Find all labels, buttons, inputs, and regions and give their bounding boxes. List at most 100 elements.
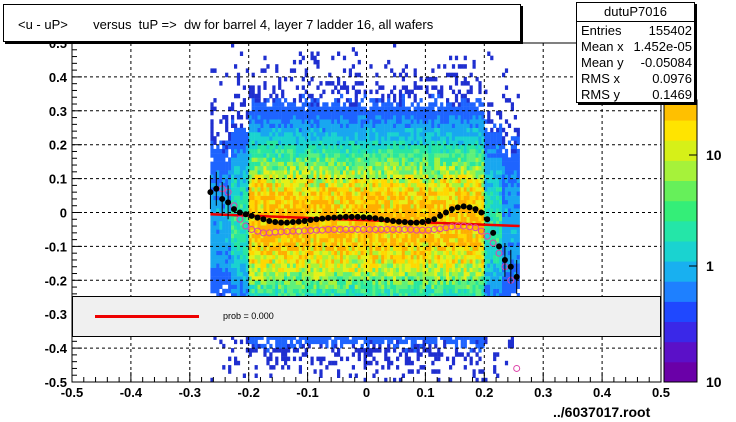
heatmap-cell xyxy=(287,212,291,217)
heatmap-cell xyxy=(234,140,238,145)
heatmap-cell xyxy=(319,165,323,171)
heatmap-cell xyxy=(345,89,350,95)
heatmap-cell xyxy=(301,148,305,154)
heatmap-cell xyxy=(260,68,264,73)
heatmap-cell xyxy=(416,276,420,281)
heatmap-cell xyxy=(396,276,400,281)
heatmap-cell xyxy=(266,276,270,281)
heatmap-cell xyxy=(248,165,252,171)
heatmap-cell xyxy=(236,284,241,289)
heatmap-cell xyxy=(393,237,397,243)
heatmap-cell xyxy=(416,195,420,201)
heatmap-cell xyxy=(287,157,291,162)
heatmap-cell xyxy=(301,212,305,217)
heatmap-cell xyxy=(454,348,459,353)
heatmap-cell xyxy=(387,360,391,366)
heatmap-cell xyxy=(213,204,217,209)
heatmap-cell xyxy=(210,140,214,145)
heatmap-cell xyxy=(437,208,441,213)
heatmap-cell xyxy=(437,276,441,281)
heatmap-cell xyxy=(342,335,347,340)
heatmap-cell xyxy=(351,157,355,162)
heatmap-cell xyxy=(363,178,367,184)
heatmap-cell xyxy=(234,216,238,222)
heatmap-cell xyxy=(269,293,273,298)
heatmap-cell xyxy=(398,280,403,285)
heatmap-cell xyxy=(440,187,444,192)
heatmap-cell xyxy=(398,123,403,128)
heatmap-cell xyxy=(437,174,441,179)
heatmap-cell xyxy=(357,144,361,150)
heatmap-cell xyxy=(416,335,420,340)
heatmap-cell xyxy=(319,356,323,362)
heatmap-cell xyxy=(334,343,338,349)
heatmap-cell xyxy=(348,208,352,213)
heatmap-cell xyxy=(396,225,400,230)
heatmap-cell xyxy=(369,119,373,124)
heatmap-cell xyxy=(275,157,279,162)
heatmap-cell xyxy=(254,229,258,234)
heatmap-cell xyxy=(316,271,320,277)
heatmap-cell xyxy=(443,216,447,222)
heatmap-cell xyxy=(401,259,405,264)
heatmap-cell xyxy=(272,153,276,158)
heatmap-cell xyxy=(319,212,323,217)
heatmap-cell xyxy=(384,102,388,107)
heatmap-cell xyxy=(419,199,423,205)
heatmap-cell xyxy=(454,127,459,133)
heatmap-cell xyxy=(248,199,252,205)
heatmap-cell xyxy=(219,259,223,264)
heatmap-cell xyxy=(340,199,344,205)
heatmap-cell xyxy=(319,144,323,150)
heatmap-cell xyxy=(401,148,405,154)
heatmap-cell xyxy=(225,72,229,78)
heatmap-cell xyxy=(398,233,403,239)
heatmap-cell xyxy=(348,68,352,73)
heatmap-cell xyxy=(398,276,403,281)
heatmap-cell xyxy=(443,339,447,345)
heatmap-cell xyxy=(437,195,441,201)
heatmap-cell xyxy=(334,254,338,260)
heatmap-cell xyxy=(345,356,350,362)
heatmap-cell xyxy=(342,170,347,175)
heatmap-cell xyxy=(387,132,391,137)
heatmap-cell xyxy=(396,153,400,158)
heatmap-cell xyxy=(295,339,299,345)
heatmap-cell xyxy=(366,276,370,281)
heatmap-cell xyxy=(287,276,291,281)
heatmap-cell xyxy=(325,335,329,340)
heatmap-cell xyxy=(340,254,344,260)
heatmap-cell xyxy=(419,98,423,103)
heatmap-cell xyxy=(404,127,408,133)
heatmap-cell xyxy=(266,195,270,201)
heatmap-cell xyxy=(304,170,308,175)
heatmap-cell xyxy=(328,119,332,124)
heatmap-cell xyxy=(446,115,450,120)
heatmap-cell xyxy=(281,178,285,184)
heatmap-cell xyxy=(422,242,426,247)
heatmap-cell xyxy=(378,187,382,192)
heatmap-cell xyxy=(396,259,400,264)
heatmap-cell xyxy=(251,343,255,349)
heatmap-cell xyxy=(416,191,420,196)
heatmap-cell xyxy=(387,127,391,133)
heatmap-cell xyxy=(434,140,438,145)
heatmap-cell xyxy=(313,276,317,281)
heatmap-cell xyxy=(239,288,244,294)
heatmap-cell xyxy=(425,259,429,264)
heatmap-cell xyxy=(390,335,394,340)
heatmap-cell xyxy=(278,237,282,243)
heatmap-cell xyxy=(416,102,420,107)
heatmap-cell xyxy=(228,182,232,188)
heatmap-cell xyxy=(454,229,459,234)
heatmap-cell xyxy=(407,356,411,362)
heatmap-cell xyxy=(278,246,282,251)
heatmap-cell xyxy=(416,140,420,145)
heatmap-cell xyxy=(269,136,273,141)
heatmap-cell xyxy=(451,229,456,234)
heatmap-cell xyxy=(410,182,414,188)
heatmap-cell xyxy=(334,178,338,184)
heatmap-cell xyxy=(328,161,332,167)
heatmap-cell xyxy=(428,110,432,116)
heatmap-cell xyxy=(381,199,385,205)
